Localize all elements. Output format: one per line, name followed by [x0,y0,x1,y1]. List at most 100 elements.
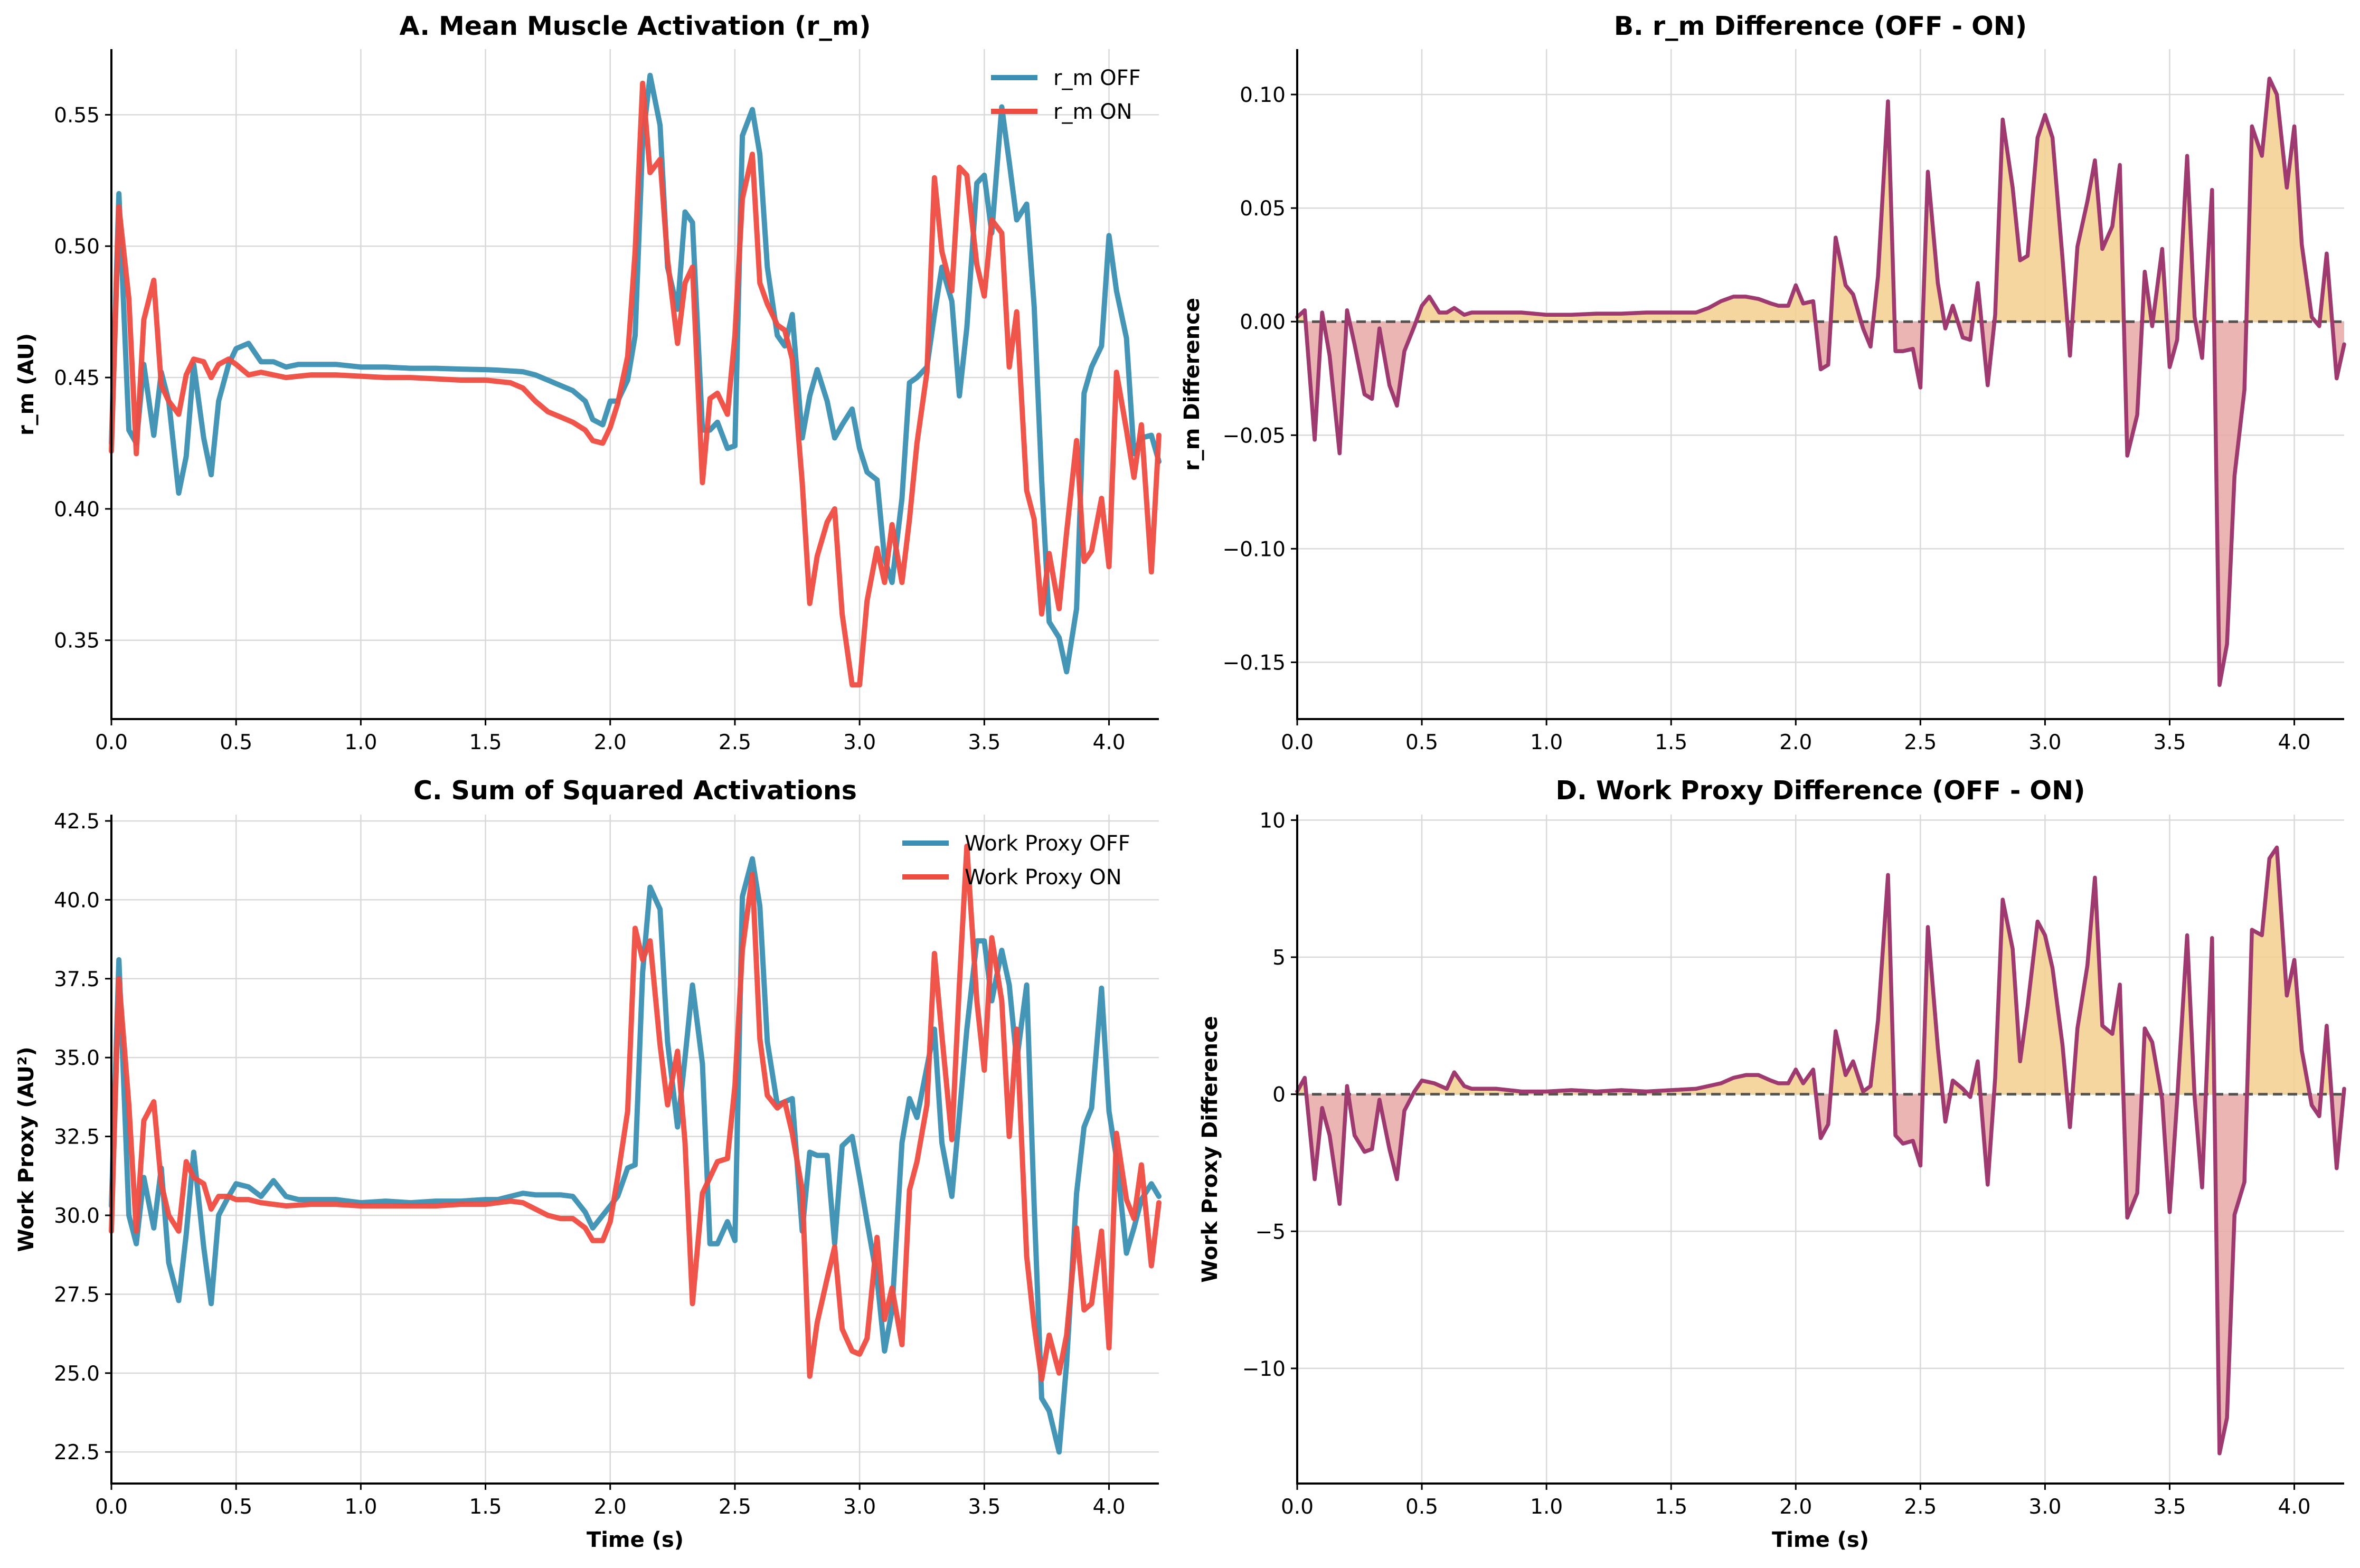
panel-b-x-tick-label: 0.0 [1281,731,1314,754]
panel-c-y-tick-label: 42.5 [54,810,100,834]
panel-d-x-tick-label: 0.0 [1281,1495,1314,1519]
panel-c-x-tick-label: 0.0 [95,1495,128,1519]
panel-a-x-tick-label: 3.0 [843,731,876,754]
panel-b-x-tick-label: 3.5 [2153,731,2186,754]
panel-c-y-tick-label: 37.5 [54,968,100,991]
panel-a-legend-label-0: r_m OFF [1053,66,1141,90]
panel-b: 0.0 0.5 1.0 1.5 2.0 2.5 3.0 3.5 4.0 −0.15 −0.10 −0.… [1180,11,2346,754]
panel-c-series [109,843,1162,1455]
panel-c-x-tick-label: 1.0 [344,1495,377,1519]
panel-b-x-tick-label: 3.0 [2028,731,2061,754]
panel-c-x-tick-label: 3.0 [843,1495,876,1519]
panel-b-x-tick-label: 1.0 [1530,731,1563,754]
panel-c-xlabel: Time (s) [587,1528,684,1552]
panel-b-x-tick-label: 2.0 [1779,731,1812,754]
panel-d-x-tick-label: 3.0 [2028,1495,2061,1519]
panel-c-y-tick-label: 22.5 [54,1441,100,1465]
panel-c-y-tick-label: 40.0 [54,889,100,912]
panel-a-x-tick-label: 4.0 [1093,731,1126,754]
panel-c-y-tick-label: 30.0 [54,1204,100,1228]
panel-c-x-tick-label: 4.0 [1093,1495,1126,1519]
panel-a-series-0-line [109,72,1162,675]
panel-b-y-tick-label: −0.15 [1222,651,1286,675]
panel-a-x-tick-label: 0.0 [95,731,128,754]
panel-b-series-0-line [1295,77,2346,687]
panel-b-y-tick-label: 0.00 [1240,310,1286,334]
panel-a-x-tick-label: 1.0 [344,731,377,754]
panel-a-series [109,72,1162,688]
panel-d-y-tick-label: −10 [1242,1357,1286,1381]
panel-a-title: A. Mean Muscle Activation (r_m) [400,11,871,41]
panel-b-ylabel: r_m Difference [1180,298,1204,471]
panel-d-x-tick-label: 0.5 [1405,1495,1438,1519]
panel-a-legend: r_m OFF r_m ON [991,66,1141,124]
panel-b-y-tick-label: −0.10 [1222,537,1286,561]
panel-c-y-tick-label: 35.0 [54,1046,100,1070]
panel-c: 0.0 0.5 1.0 1.5 2.0 2.5 3.0 3.5 4.0 22.5 25.0 27.5 3… [14,776,1162,1552]
panel-a-y-tick-label: 0.40 [54,498,100,522]
panel-a-y-tick-label: 0.55 [54,103,100,127]
panel-b-x-tick-label: 4.0 [2278,731,2311,754]
panel-c-x-tick-label: 2.5 [719,1495,751,1519]
panel-d-y-tick-label: 10 [1259,809,1286,833]
panel-c-series-0-line [109,856,1162,1455]
panel-b-positive-fill [1297,78,2344,322]
panel-a-grid [110,49,1159,719]
panel-b-y-tick-label: 0.05 [1240,197,1286,221]
panel-d-x-tick-label: 3.5 [2153,1495,2186,1519]
panel-c-ticks: 0.0 0.5 1.0 1.5 2.0 2.5 3.0 3.5 4.0 22.5 25.0 27.5 3… [54,810,1125,1519]
panel-a-x-tick-label: 2.0 [594,731,627,754]
panel-c-x-tick-label: 2.0 [594,1495,627,1519]
panel-a-x-tick-label: 3.5 [968,731,1000,754]
panel-d: 0.0 0.5 1.0 1.5 2.0 2.5 3.0 3.5 4.0 −10 −5 0 5 10 D. … [1198,776,2346,1552]
panel-b-series [1295,77,2346,687]
panel-b-title: B. r_m Difference (OFF - ON) [1614,11,2027,41]
panel-a-x-tick-label: 0.5 [220,731,252,754]
panel-b-x-tick-label: 1.5 [1655,731,1687,754]
panel-d-y-tick-label: −5 [1255,1220,1286,1244]
panel-c-y-tick-label: 27.5 [54,1283,100,1307]
panel-d-x-tick-label: 1.5 [1655,1495,1687,1519]
panel-d-xlabel: Time (s) [1772,1528,1869,1552]
panel-d-ticks: 0.0 0.5 1.0 1.5 2.0 2.5 3.0 3.5 4.0 −10 −5 0 5 10 [1242,809,2311,1519]
panel-b-ticks: 0.0 0.5 1.0 1.5 2.0 2.5 3.0 3.5 4.0 −0.15 −0.10 −0.… [1222,83,2310,754]
panel-d-x-tick-label: 4.0 [2278,1495,2311,1519]
panel-c-x-tick-label: 3.5 [968,1495,1000,1519]
panel-d-x-tick-label: 2.5 [1904,1495,1937,1519]
panel-a: 0.0 0.5 1.0 1.5 2.0 2.5 3.0 3.5 4.0 0.35 0.40 0.45 0… [14,11,1162,754]
panel-a-x-tick-label: 1.5 [469,731,502,754]
panel-c-legend-label-0: Work Proxy OFF [965,832,1130,856]
panel-a-ticks: 0.0 0.5 1.0 1.5 2.0 2.5 3.0 3.5 4.0 0.35 0.40 0.45 0… [54,103,1125,754]
panel-d-y-tick-label: 0 [1272,1083,1286,1107]
panel-c-legend: Work Proxy OFF Work Proxy ON [902,832,1130,890]
panel-b-x-tick-label: 2.5 [1904,731,1937,754]
panel-c-legend-label-1: Work Proxy ON [965,865,1122,890]
panel-d-series-0-line [1295,845,2346,1456]
panel-d-y-tick-label: 5 [1272,946,1286,970]
panel-a-series-1-line [109,80,1162,688]
panel-c-title: C. Sum of Squared Activations [413,776,857,806]
panel-d-series [1295,845,2346,1456]
panel-c-series-1-line [109,843,1162,1382]
panel-b-x-tick-label: 0.5 [1405,731,1438,754]
panel-c-x-tick-label: 1.5 [469,1495,502,1519]
panel-a-y-tick-label: 0.35 [54,629,100,653]
panel-a-y-tick-label: 0.50 [54,235,100,259]
panel-d-ylabel: Work Proxy Difference [1198,1016,1222,1282]
panel-a-legend-label-1: r_m ON [1053,100,1132,124]
panel-c-ylabel: Work Proxy (AU²) [14,1046,39,1252]
panel-b-y-tick-label: 0.10 [1240,83,1286,107]
panel-b-y-tick-label: −0.05 [1222,424,1286,448]
panel-c-y-tick-label: 32.5 [54,1126,100,1149]
panel-c-x-tick-label: 0.5 [220,1495,252,1519]
panel-d-title: D. Work Proxy Difference (OFF - ON) [1556,776,2085,806]
panel-a-y-tick-label: 0.45 [54,366,100,390]
panel-d-x-tick-label: 1.0 [1530,1495,1563,1519]
panel-a-x-tick-label: 2.5 [719,731,751,754]
panel-d-x-tick-label: 2.0 [1779,1495,1812,1519]
panel-c-y-tick-label: 25.0 [54,1362,100,1386]
panel-d-positive-fill [1297,847,2344,1094]
panel-a-ylabel: r_m (AU) [14,333,39,436]
